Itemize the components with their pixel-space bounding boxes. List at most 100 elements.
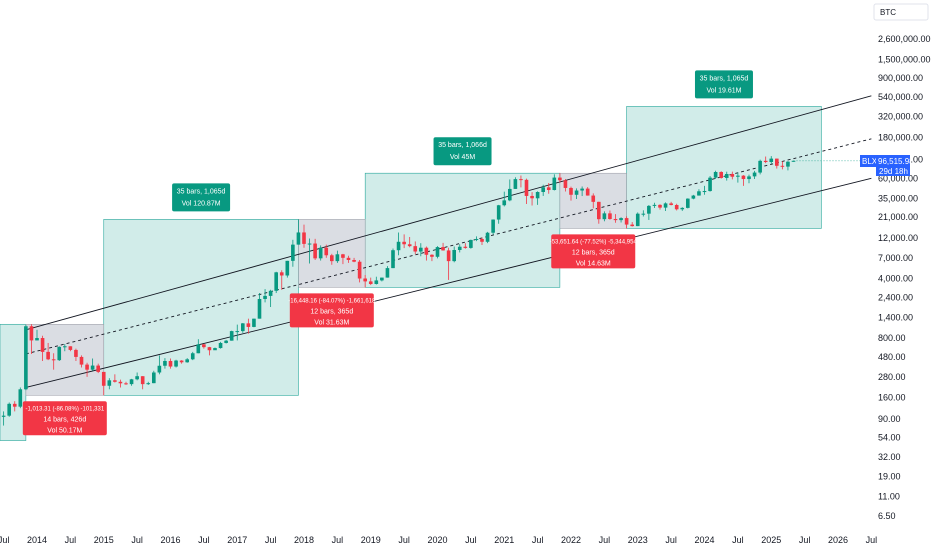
candle-body — [179, 360, 184, 363]
drawdown-label: -1,013.31 (-86.08%) -101,331 14 bars, 426… — [22, 401, 107, 436]
bull-box[interactable] — [626, 106, 822, 229]
candle-body — [291, 244, 295, 261]
bull-box-early — [0, 323, 27, 441]
candle — [457, 244, 462, 253]
candle-body — [140, 376, 145, 385]
x-tick-label: Jul — [198, 535, 210, 545]
candle — [713, 170, 718, 179]
candle — [101, 371, 106, 396]
candle — [563, 178, 568, 192]
candle-body — [608, 213, 612, 219]
candle — [602, 211, 607, 222]
candle — [652, 202, 657, 209]
candle — [496, 204, 501, 224]
candle — [402, 234, 406, 249]
candle — [12, 401, 17, 412]
candle-body — [96, 365, 100, 372]
candle-body — [213, 348, 217, 351]
symbol-badge[interactable]: BTC — [873, 3, 929, 21]
candle — [724, 171, 729, 181]
candle — [535, 191, 540, 205]
candle — [124, 381, 128, 385]
candle-body — [508, 188, 512, 201]
candle — [669, 201, 673, 206]
candle — [546, 183, 551, 194]
candle — [786, 161, 790, 171]
y-tick-label: 800.00 — [878, 333, 906, 343]
candle — [763, 156, 768, 164]
candle-body — [597, 201, 601, 220]
candle-body — [546, 187, 551, 191]
candle — [702, 185, 707, 195]
candle — [218, 341, 223, 349]
price-axis[interactable]: 6.50 11.00 19.00 32.00 54.00 90.00 160.00 280.0… — [878, 34, 931, 521]
channel-middle-line — [25, 138, 872, 355]
candle-body — [708, 177, 712, 192]
candle-body — [591, 195, 596, 202]
candle — [552, 174, 557, 191]
bull-box[interactable] — [103, 219, 299, 396]
candle-body — [491, 219, 495, 233]
candle-body — [430, 254, 434, 257]
candle — [513, 177, 518, 190]
candle-body — [396, 241, 401, 251]
candle — [680, 207, 685, 211]
candle — [357, 259, 362, 283]
candle — [541, 184, 545, 196]
candle — [396, 232, 401, 256]
candle-body — [741, 175, 746, 180]
candle-body — [218, 342, 223, 349]
candle — [374, 276, 379, 285]
candle — [135, 372, 139, 381]
y-tick-label: 180,000.00 — [878, 133, 923, 143]
candle — [63, 344, 67, 352]
candle-body — [402, 241, 406, 245]
y-tick-label: 21,000.00 — [878, 212, 918, 222]
candle-body — [652, 204, 657, 206]
candle — [413, 241, 418, 255]
drawdown-box[interactable] — [298, 219, 366, 288]
candle — [96, 363, 100, 374]
candle-body — [680, 207, 685, 210]
candle — [352, 257, 356, 263]
candle — [7, 402, 11, 417]
drawdown-label-text: 12 bars, 365d — [572, 249, 615, 256]
candle-body — [469, 239, 473, 248]
candle — [775, 158, 779, 169]
candle-body — [190, 353, 195, 360]
drawdown-label-text: 14 bars, 426d — [43, 416, 86, 423]
candle-body — [113, 380, 117, 382]
candle-body — [780, 165, 785, 167]
drawdown-box[interactable] — [25, 324, 104, 396]
candle-body — [307, 243, 312, 245]
candle-body — [279, 272, 284, 276]
candle — [430, 254, 434, 262]
candle-body — [368, 281, 373, 284]
candle — [530, 192, 534, 206]
candle-body — [413, 246, 418, 252]
candle — [658, 204, 662, 210]
x-tick-label: Jul — [465, 535, 477, 545]
candle-body — [446, 250, 451, 262]
candle-body — [452, 249, 456, 262]
candle-body — [229, 331, 234, 341]
candle — [113, 374, 117, 383]
candle — [140, 376, 145, 390]
candle-body — [352, 259, 356, 262]
candle-body — [101, 371, 106, 386]
x-tick-label: Jul — [599, 535, 611, 545]
candle-body — [691, 195, 696, 199]
candle-body — [424, 247, 429, 255]
candle-body — [157, 365, 162, 373]
candle — [35, 329, 39, 341]
candle-body — [563, 180, 568, 188]
candle — [341, 253, 345, 265]
candle — [758, 159, 762, 175]
y-tick-label: 540,000.00 — [878, 92, 923, 102]
bull-label: 35 bars, 1,066d Vol 45M — [433, 137, 492, 166]
candle-body — [107, 380, 112, 386]
y-tick-label: 1,400.00 — [878, 312, 913, 322]
candle-body — [152, 372, 156, 384]
time-axis[interactable]: Jul 2014 Jul 2015 Jul 2016 Jul 2017 Jul 2018 Jul 20… — [0, 535, 877, 545]
